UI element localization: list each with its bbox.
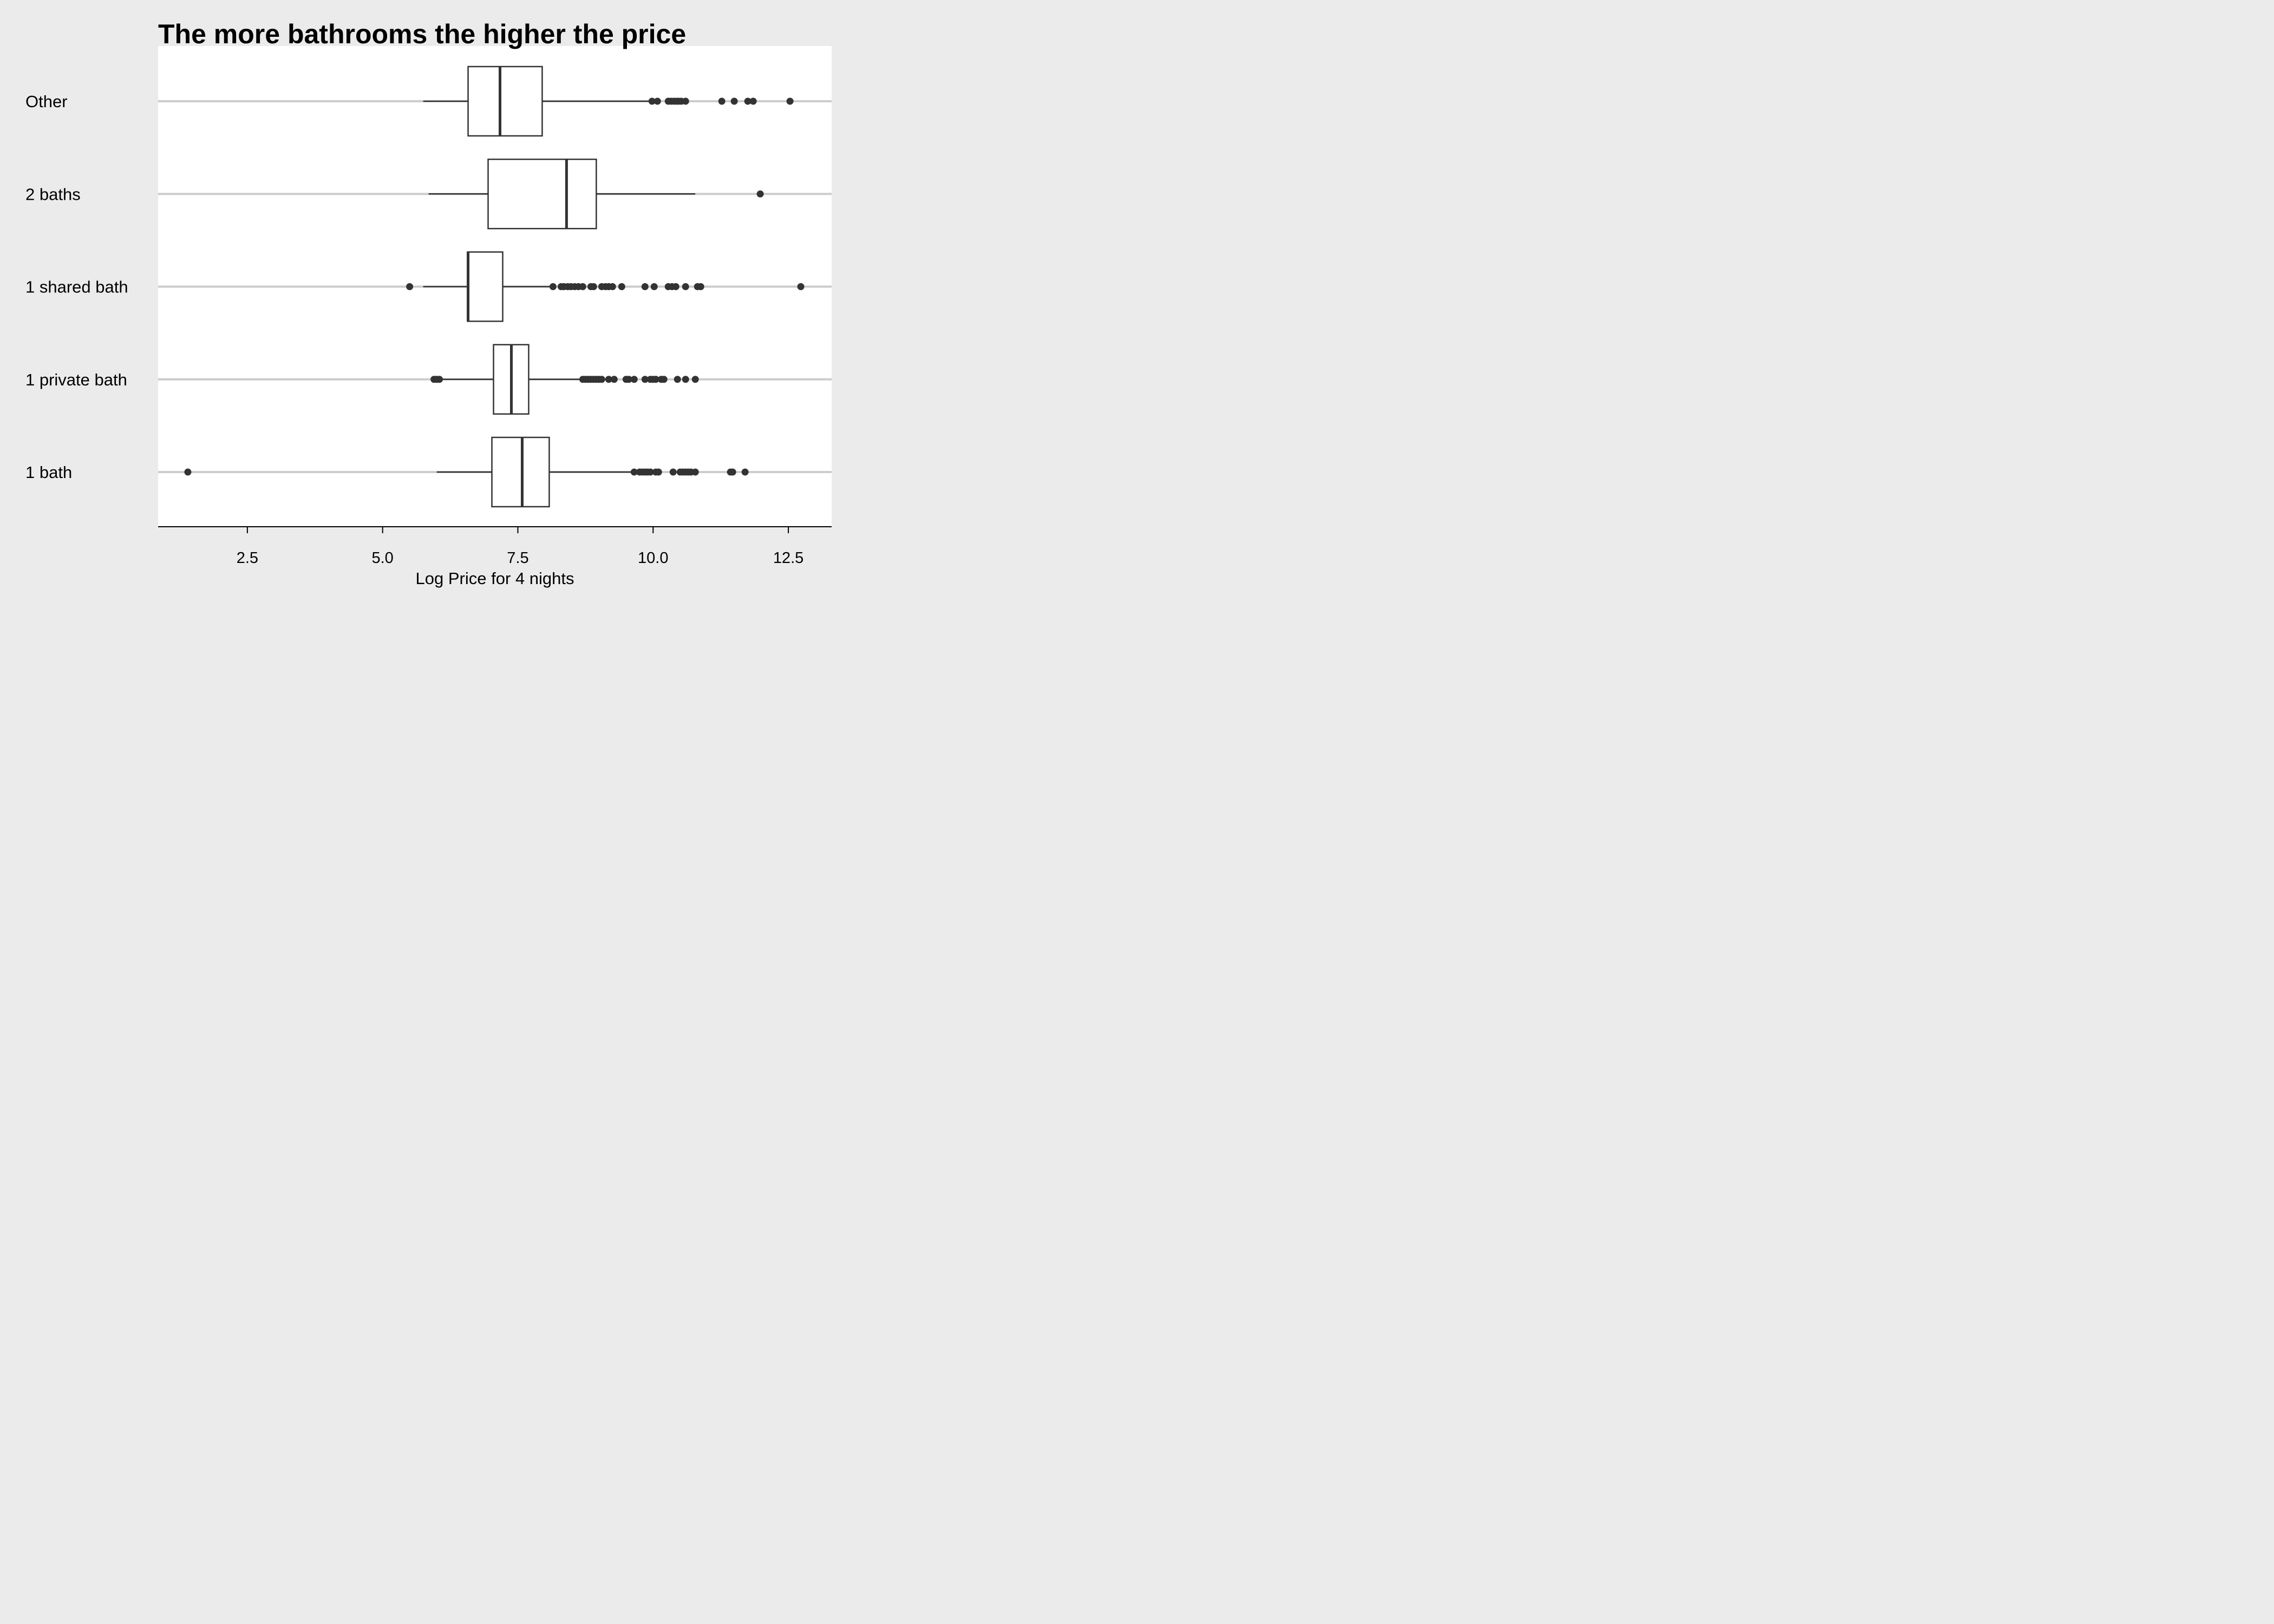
box [487,159,597,230]
chart-title: The more bathrooms the higher the price [158,19,686,49]
outlier-point [650,283,658,290]
outlier-point [630,376,638,383]
outlier-point [641,376,649,383]
outlier-point [648,97,656,105]
box [491,436,550,508]
outlier-point [672,283,679,290]
box [467,251,504,322]
outlier-point [590,283,597,290]
outlier-point [549,283,557,290]
outlier-point [646,468,654,476]
box [467,66,543,137]
outlier-point [797,283,805,290]
box-group [430,344,699,415]
outlier-point [654,97,661,105]
y-axis-label: 1 bath [25,463,72,482]
boxplot-chart: The more bathrooms the higher the price … [0,0,849,606]
x-tick-label: 5.0 [372,549,394,567]
x-axis-ticks: 2.5 5.0 7.5 10.0 12.5 [237,527,803,567]
outlier-point [697,283,704,290]
outlier-point [406,283,414,290]
y-axis-label: 2 baths [25,185,81,204]
chart-container: The more bathrooms the higher the price … [0,0,849,606]
y-axis-labels: Other 2 baths 1 shared bath 1 private bath 1… [25,92,128,482]
box-group [184,436,749,508]
box-group [423,66,794,137]
outlier-point [598,376,605,383]
outlier-point [786,97,794,105]
outlier-point [682,283,689,290]
outlier-point [729,468,736,476]
x-tick-label: 10.0 [638,549,668,567]
outlier-point [609,283,616,290]
y-axis-label: Other [25,92,68,111]
outlier-point [718,97,726,105]
outlier-point [610,376,618,383]
x-tick-label: 2.5 [237,549,258,567]
outlier-point [618,283,625,290]
outlier-point [691,376,699,383]
box-group [406,251,805,322]
outlier-point [184,468,192,476]
outlier-point [579,283,586,290]
outlier-point [691,468,699,476]
outlier-point [605,376,612,383]
outlier-point [749,97,757,105]
outlier-point [625,376,632,383]
boxes-group [184,66,805,508]
outlier-point [674,376,681,383]
outlier-point [652,376,659,383]
x-tick-label: 12.5 [773,549,803,567]
x-axis-title: Log Price for 4 nights [416,569,574,588]
outlier-point [660,376,668,383]
y-axis-label: 1 shared bath [25,278,128,297]
outlier-point [730,97,738,105]
outlier-point [741,468,749,476]
outlier-point [682,376,689,383]
outlier-point [682,97,689,105]
outlier-point [630,468,638,476]
outlier-point [655,468,662,476]
outlier-point [669,468,677,476]
outlier-point [744,97,752,105]
x-tick-label: 7.5 [507,549,528,567]
outlier-point [436,376,443,383]
outlier-point [641,283,649,290]
y-axis-label: 1 private bath [25,370,127,389]
outlier-point [756,190,764,198]
box-group [428,159,764,230]
